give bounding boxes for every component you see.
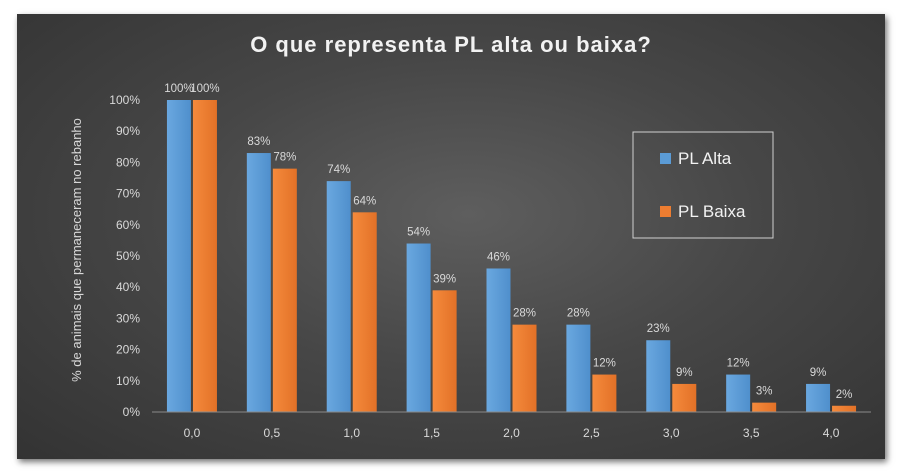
x-tick-label: 1,0 [343,426,360,440]
x-tick-label: 4,0 [823,426,840,440]
x-tick-label: 1,5 [423,426,440,440]
y-tick-label: 20% [116,343,140,357]
legend-swatch [660,206,671,217]
data-label: 28% [513,308,536,320]
chart-title: O que representa PL alta ou baixa? [250,32,652,57]
y-axis-label: % de animais que permaneceram no rebanho [69,118,84,382]
bar-pl-baixa [832,405,857,412]
data-label: 12% [727,358,750,370]
legend-label: PL Baixa [678,202,746,221]
bar-pl-baixa [592,374,617,412]
data-label: 100% [164,83,193,95]
y-tick-label: 70% [116,187,140,201]
bar-pl-baixa [352,212,377,412]
x-tick-label: 0,0 [184,426,201,440]
data-label: 2% [836,389,853,401]
legend-box [632,131,774,239]
data-label: 23% [647,323,670,335]
y-tick-label: 0% [123,405,141,419]
data-label: 3% [756,386,773,398]
x-tick-label: 3,5 [743,426,760,440]
x-tick-label: 2,0 [503,426,520,440]
bar-pl-alta [246,153,271,413]
data-label: 78% [273,152,296,164]
bar-pl-alta [806,383,831,412]
data-label: 64% [353,195,376,207]
data-label: 74% [327,164,350,176]
bar-pl-alta [406,243,431,412]
bar-pl-alta [166,100,191,412]
bar-pl-alta [646,340,671,412]
bar-pl-alta [726,374,751,412]
x-axis-ticks: 0,0 0,5 1,0 1,5 2,0 2,5 3,0 3,5 4,0 [184,426,840,440]
data-label: 39% [433,273,456,285]
legend-swatch [660,153,671,164]
bar-pl-baixa [432,290,457,412]
data-label: 9% [676,367,693,379]
bar-pl-baixa [512,324,537,412]
x-tick-label: 3,0 [663,426,680,440]
bar-pl-alta [326,181,351,412]
y-tick-label: 40% [116,280,140,294]
data-label: 100% [190,83,219,95]
data-label: 28% [567,308,590,320]
chart-frame: O que representa PL alta ou baixa? % de … [17,14,885,459]
y-tick-label: 80% [116,155,140,169]
y-tick-label: 90% [116,124,140,138]
y-axis-ticks: 0% 10% 20% 30% 40% 50% 60% 70% 80% 90% 100% [109,93,140,419]
x-tick-label: 0,5 [263,426,280,440]
data-label: 9% [810,367,827,379]
data-label: 54% [407,227,430,239]
bar-pl-baixa [192,100,217,412]
data-label: 83% [247,136,270,148]
y-tick-label: 100% [109,93,140,107]
legend-label: PL Alta [678,149,732,168]
bar-pl-alta [486,268,511,412]
data-label: 12% [593,358,616,370]
bar-chart: O que representa PL alta ou baixa? % de … [69,32,871,440]
bar-pl-baixa [752,402,777,412]
legend: PL Alta PL Baixa [632,131,774,239]
y-tick-label: 10% [116,374,140,388]
bars [166,100,857,413]
y-tick-label: 60% [116,218,140,232]
x-tick-label: 2,5 [583,426,600,440]
bar-pl-alta [566,324,591,412]
bar-pl-baixa [672,383,697,412]
y-tick-label: 50% [116,249,140,263]
y-tick-label: 30% [116,311,140,325]
data-label: 46% [487,251,510,263]
bar-pl-baixa [272,168,297,412]
data-labels: 100% 83% 74% 54% 46% 28% 23% 12% 9% 100% 78% 64% 39%… [164,83,852,401]
